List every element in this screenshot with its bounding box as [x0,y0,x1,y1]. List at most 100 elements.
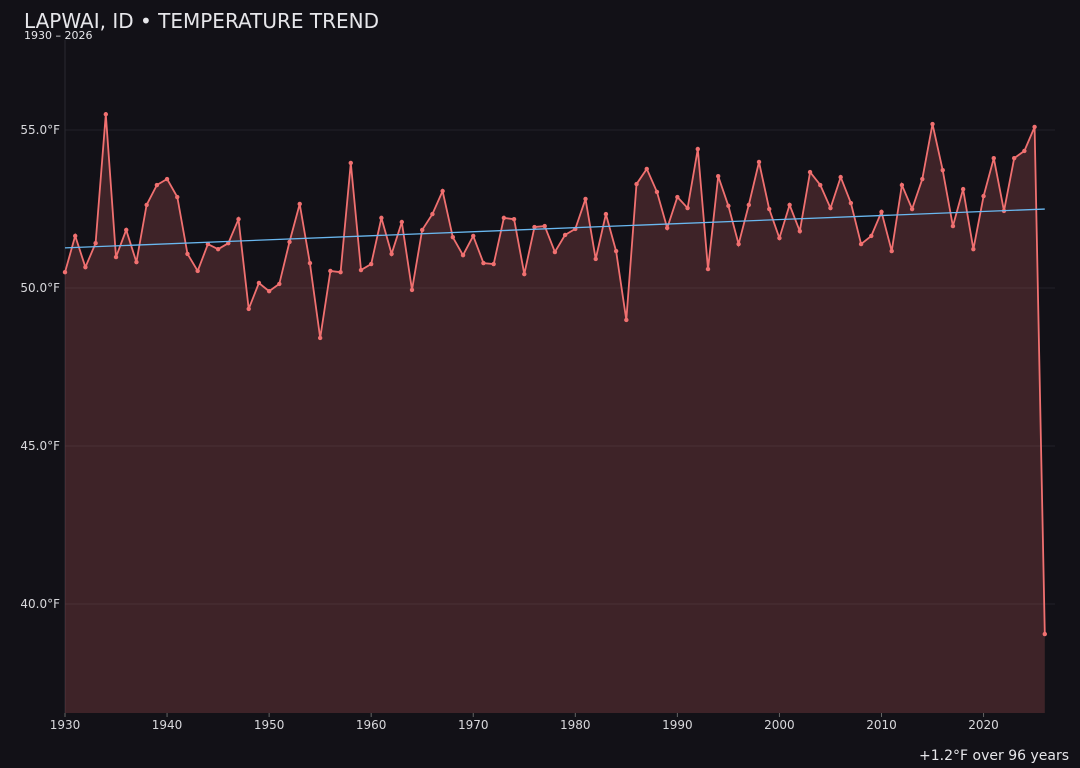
point [195,268,200,274]
annotation: +1.2°F over 96 years [919,748,1069,764]
point [368,261,374,267]
point [960,186,966,192]
point [113,254,119,260]
point [1032,124,1037,130]
point [583,196,588,202]
x-tick-label: 1950 [254,718,285,732]
point [348,160,353,166]
point [185,251,190,257]
point [787,202,792,208]
point [797,228,803,234]
point [317,335,323,341]
x-tick-label: 2010 [866,718,897,732]
point [297,201,302,207]
point [1011,155,1017,161]
point [971,246,976,252]
point [307,260,313,266]
point [83,264,88,270]
point [399,219,405,225]
x-tick-label: 2020 [968,718,999,732]
x-tick-label: 1990 [662,718,693,732]
point [593,256,598,262]
point [440,188,445,194]
point [491,261,496,267]
point [909,206,915,212]
point [644,166,649,172]
point [685,205,690,211]
point [236,216,241,222]
point [481,260,486,266]
point [287,239,292,245]
point [920,176,925,182]
point [420,227,425,233]
x-tick-label: 1930 [50,718,81,732]
point [389,251,394,257]
point [144,202,149,208]
point [501,215,507,221]
point [818,182,823,188]
x-tick-label: 2000 [764,718,795,732]
point [450,234,456,240]
chart-title: LAPWAI, ID • TEMPERATURE TREND [24,9,379,33]
point [634,181,639,187]
point [848,200,854,206]
point [767,206,772,212]
point [542,223,547,229]
y-tick-label: 50.0°F [20,281,60,295]
trend-line [64,208,1045,249]
point [93,240,98,246]
x-tick-label: 1940 [152,718,183,732]
point [777,235,782,241]
point [603,211,609,217]
point [511,216,517,222]
point [940,167,945,173]
point [930,121,935,127]
point [675,194,680,200]
point [256,280,262,286]
point [858,241,864,247]
point [62,270,68,275]
point [73,233,78,239]
point [328,268,333,274]
point [103,112,109,117]
point [205,241,211,247]
point [175,194,180,200]
point [654,189,660,195]
point [664,225,670,231]
x-tick-label: 1980 [560,718,591,732]
point [277,281,282,287]
point [379,215,384,221]
point [430,211,435,217]
point [715,173,721,179]
point [828,205,833,211]
point [246,306,251,312]
point [950,223,956,229]
y-tick-label: 40.0°F [20,597,60,611]
point [991,155,996,161]
chart-subtitle: 1930 – 2026 [24,29,92,42]
point [736,241,741,247]
point [409,287,415,293]
point [889,248,894,254]
x-tick-label: 1970 [458,718,489,732]
point [124,227,129,233]
point [522,271,527,277]
point [746,202,752,208]
point [981,193,986,199]
point [532,224,537,230]
point [358,267,364,273]
point [879,209,884,215]
point [838,174,843,180]
point [154,182,160,188]
point [756,159,762,165]
point [134,259,139,265]
point [899,182,905,188]
point [562,232,568,238]
point [613,248,619,254]
point [726,203,731,209]
point [869,233,874,239]
point [552,249,558,255]
y-tick-label: 55.0°F [20,123,60,137]
